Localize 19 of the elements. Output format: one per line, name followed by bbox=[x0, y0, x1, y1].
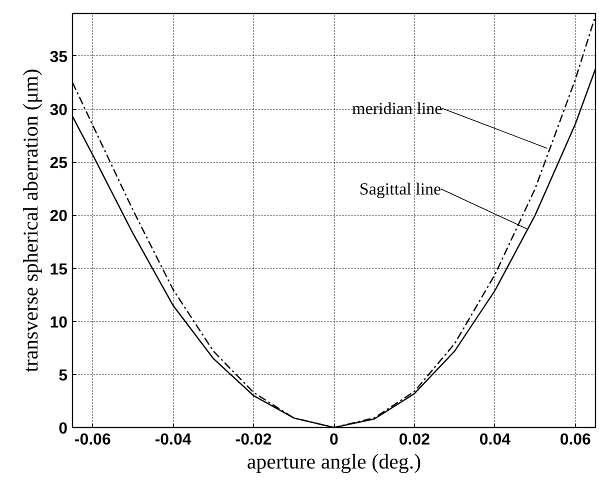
x-tick-label: 0.02 bbox=[398, 432, 430, 448]
y-axis-title: transverse spherical aberration (μm) bbox=[18, 68, 43, 372]
x-tick-label: 0.04 bbox=[479, 432, 511, 448]
y-tick-label: 0 bbox=[58, 420, 68, 438]
y-tick-label: 20 bbox=[50, 208, 68, 226]
x-tick-label: -0.02 bbox=[235, 432, 272, 448]
x-tick-label: 0 bbox=[330, 432, 339, 448]
y-tick-label: 10 bbox=[50, 314, 68, 332]
x-axis-title: aperture angle (deg.) bbox=[246, 450, 422, 474]
y-tick-label: 5 bbox=[58, 367, 68, 384]
x-tick-label: 0.06 bbox=[560, 432, 592, 448]
y-tick-label: 30 bbox=[50, 102, 68, 120]
annotation: meridian line bbox=[352, 98, 442, 118]
y-tick-label: 35 bbox=[50, 48, 68, 66]
y-tick-label: 25 bbox=[50, 155, 68, 172]
x-tick-label: -0.06 bbox=[74, 432, 111, 448]
x-tick-label: -0.04 bbox=[154, 432, 192, 448]
y-tick-label: 15 bbox=[50, 261, 68, 278]
annotation: Sagittal line bbox=[359, 179, 442, 198]
